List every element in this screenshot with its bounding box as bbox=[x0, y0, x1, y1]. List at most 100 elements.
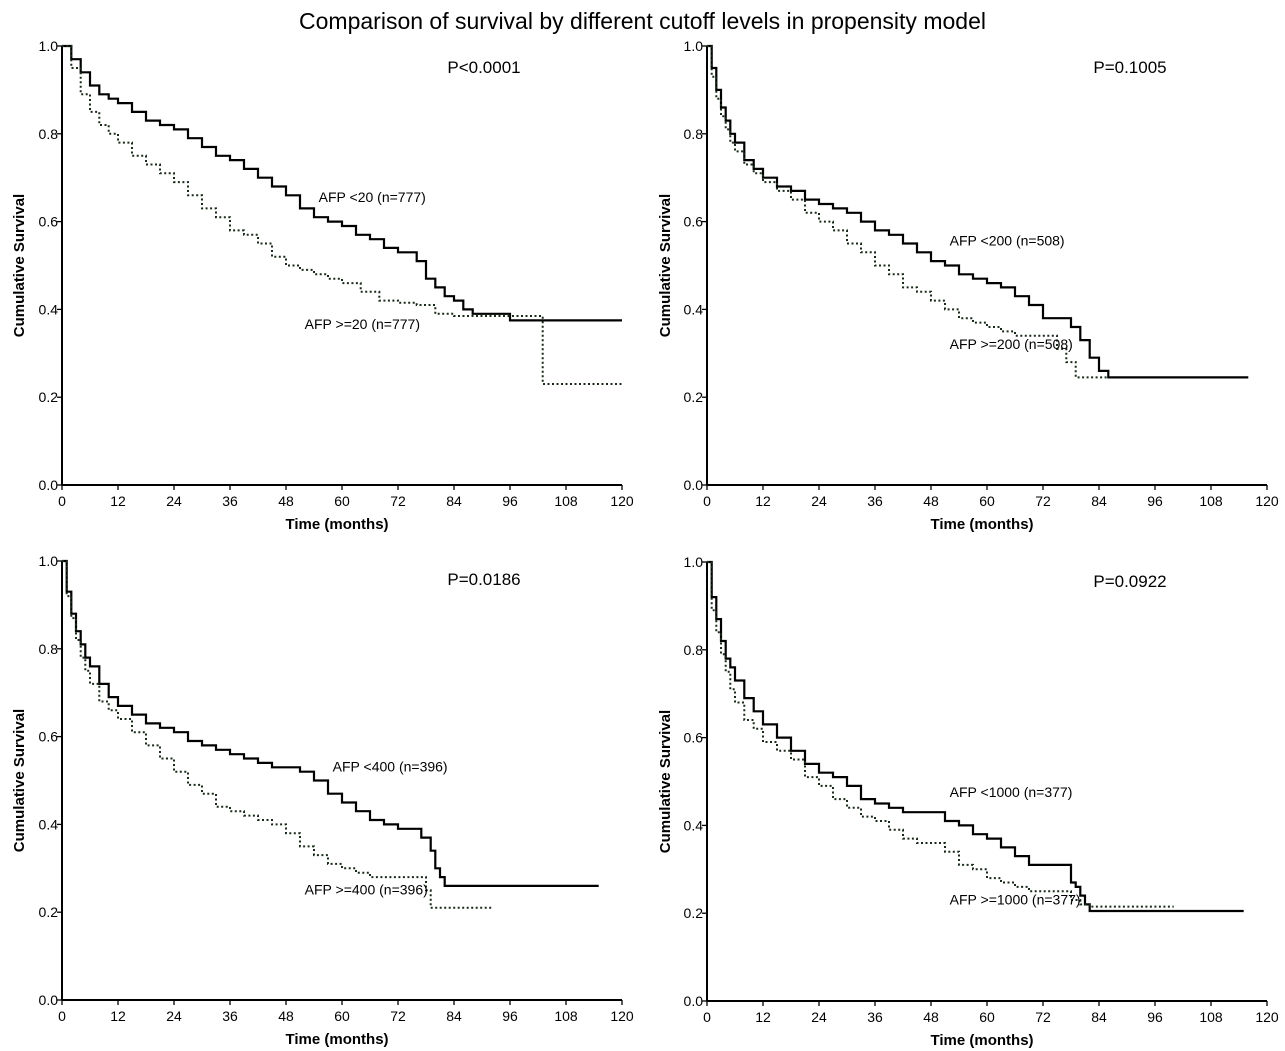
x-tick-label: 120 bbox=[1255, 1009, 1279, 1025]
chart-panel-2: 0 12 24 36 48 60 72 84 96 108 120 0.0 0.2 0.4 0.6 0.8 1.… bbox=[657, 38, 1279, 533]
y-axis-title: Cumulative Survival bbox=[657, 194, 674, 337]
y-tick-label: 0.4 bbox=[39, 816, 59, 832]
x-tick-label: 24 bbox=[811, 493, 827, 509]
survival-curve-high-afp bbox=[707, 45, 1109, 379]
y-tick-label: 0.0 bbox=[39, 477, 59, 493]
x-tick-label: 12 bbox=[110, 1008, 126, 1024]
y-tick-label: 1.0 bbox=[684, 554, 704, 570]
x-tick-label: 108 bbox=[554, 493, 578, 509]
x-tick-label: 72 bbox=[1035, 493, 1051, 509]
p-value-label: P=0.0186 bbox=[447, 570, 520, 589]
x-tick-label: 48 bbox=[278, 493, 294, 509]
x-axis-title: Time (months) bbox=[930, 1032, 1033, 1049]
x-tick-label: 36 bbox=[222, 1008, 238, 1024]
series-label-low-afp: AFP <1000 (n=377) bbox=[950, 784, 1073, 800]
x-tick-label: 60 bbox=[979, 493, 995, 509]
y-tick-label: 0.2 bbox=[39, 904, 59, 920]
survival-curve-low-afp bbox=[707, 44, 1249, 379]
x-tick-label: 96 bbox=[502, 493, 518, 509]
survival-curve-low-afp bbox=[707, 560, 1244, 913]
y-tick-label: 0.8 bbox=[684, 126, 704, 142]
y-tick-label: 0.0 bbox=[684, 993, 704, 1009]
y-tick-label: 0.8 bbox=[39, 126, 59, 142]
chart-panel-1: 0 12 24 36 48 60 72 84 96 108 120 0.0 0.2 0.4 0.6 0.8 1.… bbox=[11, 38, 634, 533]
x-tick-label: 36 bbox=[867, 1009, 883, 1025]
x-tick-label: 96 bbox=[1147, 1009, 1163, 1025]
y-axis-title: Cumulative Survival bbox=[657, 710, 674, 853]
figure-title: Comparison of survival by different cuto… bbox=[299, 8, 986, 34]
x-tick-label: 48 bbox=[278, 1008, 294, 1024]
x-tick-label: 12 bbox=[755, 1009, 771, 1025]
p-value-label: P<0.0001 bbox=[447, 58, 520, 77]
survival-curve-low-afp bbox=[62, 44, 622, 322]
y-tick-label: 0.6 bbox=[684, 214, 704, 230]
x-tick-label: 84 bbox=[1091, 1009, 1107, 1025]
y-tick-label: 0.6 bbox=[39, 214, 59, 230]
x-tick-label: 0 bbox=[58, 1008, 66, 1024]
survival-curve-high-afp bbox=[62, 45, 622, 385]
x-axis-title: Time (months) bbox=[285, 516, 388, 533]
x-tick-label: 48 bbox=[923, 493, 939, 509]
x-tick-label: 96 bbox=[502, 1008, 518, 1024]
series-label-high-afp: AFP >=400 (n=396) bbox=[305, 882, 428, 898]
x-tick-label: 24 bbox=[811, 1009, 827, 1025]
x-tick-label: 60 bbox=[979, 1009, 995, 1025]
x-tick-label: 0 bbox=[703, 1009, 711, 1025]
y-tick-label: 0.2 bbox=[684, 905, 704, 921]
x-tick-label: 12 bbox=[755, 493, 771, 509]
y-tick-label: 0.6 bbox=[684, 730, 704, 746]
x-tick-label: 60 bbox=[334, 1008, 350, 1024]
x-tick-label: 120 bbox=[1255, 493, 1279, 509]
x-tick-label: 24 bbox=[166, 1008, 182, 1024]
y-axis-title: Cumulative Survival bbox=[11, 194, 28, 337]
p-value-label: P=0.1005 bbox=[1093, 58, 1166, 77]
y-axis-title: Cumulative Survival bbox=[11, 709, 28, 852]
x-tick-label: 84 bbox=[446, 493, 462, 509]
x-tick-label: 36 bbox=[222, 493, 238, 509]
x-tick-label: 84 bbox=[446, 1008, 462, 1024]
y-tick-label: 0.2 bbox=[39, 389, 59, 405]
y-tick-label: 0.0 bbox=[39, 992, 59, 1008]
chart-panel-4: 0 12 24 36 48 60 72 84 96 108 120 0.0 0.2 0.4 0.6 0.8 1.… bbox=[657, 554, 1279, 1049]
x-tick-label: 0 bbox=[703, 493, 711, 509]
x-tick-label: 120 bbox=[610, 493, 634, 509]
x-tick-label: 60 bbox=[334, 493, 350, 509]
survival-curve-high-afp bbox=[62, 560, 492, 909]
y-tick-label: 1.0 bbox=[39, 553, 59, 569]
chart-panel-3: 0 12 24 36 48 60 72 84 96 108 120 0.0 0.2 0.4 0.6 0.8 1.… bbox=[11, 553, 634, 1048]
y-tick-label: 0.0 bbox=[684, 477, 704, 493]
series-label-high-afp: AFP >=1000 (n=377) bbox=[950, 891, 1081, 907]
x-tick-label: 72 bbox=[390, 1008, 406, 1024]
x-axis-title: Time (months) bbox=[285, 1031, 388, 1048]
y-tick-label: 0.4 bbox=[684, 301, 704, 317]
y-tick-label: 1.0 bbox=[39, 38, 59, 54]
y-tick-label: 0.4 bbox=[684, 817, 704, 833]
series-label-high-afp: AFP >=200 (n=508) bbox=[950, 336, 1073, 352]
x-tick-label: 84 bbox=[1091, 493, 1107, 509]
x-tick-label: 0 bbox=[58, 493, 66, 509]
x-tick-label: 24 bbox=[166, 493, 182, 509]
x-tick-label: 72 bbox=[390, 493, 406, 509]
y-tick-label: 0.8 bbox=[39, 641, 59, 657]
x-axis-title: Time (months) bbox=[930, 516, 1033, 533]
x-tick-label: 120 bbox=[610, 1008, 634, 1024]
series-label-high-afp: AFP >=20 (n=777) bbox=[305, 316, 420, 332]
x-tick-label: 72 bbox=[1035, 1009, 1051, 1025]
series-label-low-afp: AFP <20 (n=777) bbox=[319, 189, 426, 205]
series-label-low-afp: AFP <400 (n=396) bbox=[333, 759, 448, 775]
y-tick-label: 0.2 bbox=[684, 389, 704, 405]
y-tick-label: 0.4 bbox=[39, 301, 59, 317]
x-tick-label: 12 bbox=[110, 493, 126, 509]
p-value-label: P=0.0922 bbox=[1093, 572, 1166, 591]
series-label-low-afp: AFP <200 (n=508) bbox=[950, 233, 1065, 249]
x-tick-label: 108 bbox=[1199, 493, 1223, 509]
x-tick-label: 108 bbox=[554, 1008, 578, 1024]
x-tick-label: 36 bbox=[867, 493, 883, 509]
y-tick-label: 0.6 bbox=[39, 729, 59, 745]
x-tick-label: 48 bbox=[923, 1009, 939, 1025]
x-tick-label: 108 bbox=[1199, 1009, 1223, 1025]
x-tick-label: 96 bbox=[1147, 493, 1163, 509]
y-tick-label: 0.8 bbox=[684, 642, 704, 658]
survival-curve-low-afp bbox=[62, 559, 599, 887]
